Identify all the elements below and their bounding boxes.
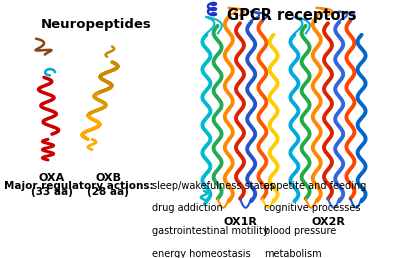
Text: sleep/wakefulness states: sleep/wakefulness states	[152, 181, 275, 191]
Text: energy homeostasis: energy homeostasis	[152, 249, 251, 258]
Text: appetite and feeding: appetite and feeding	[264, 181, 366, 191]
Text: drug addiction: drug addiction	[152, 203, 223, 213]
Text: GPCR receptors: GPCR receptors	[227, 8, 357, 23]
Text: gastrointestinal motility: gastrointestinal motility	[152, 226, 269, 236]
Text: Major regulatory actions:: Major regulatory actions:	[4, 181, 154, 191]
Text: (33 aa): (33 aa)	[31, 187, 73, 197]
Text: OXB: OXB	[95, 173, 121, 183]
Text: OXA: OXA	[39, 173, 65, 183]
Text: OX1R: OX1R	[223, 217, 257, 227]
Text: cognitive processes: cognitive processes	[264, 203, 360, 213]
Text: Neuropeptides: Neuropeptides	[41, 18, 151, 31]
Text: (28 aa): (28 aa)	[87, 187, 129, 197]
Text: metabolism: metabolism	[264, 249, 322, 258]
Text: OX2R: OX2R	[311, 217, 345, 227]
Text: blood pressure: blood pressure	[264, 226, 336, 236]
